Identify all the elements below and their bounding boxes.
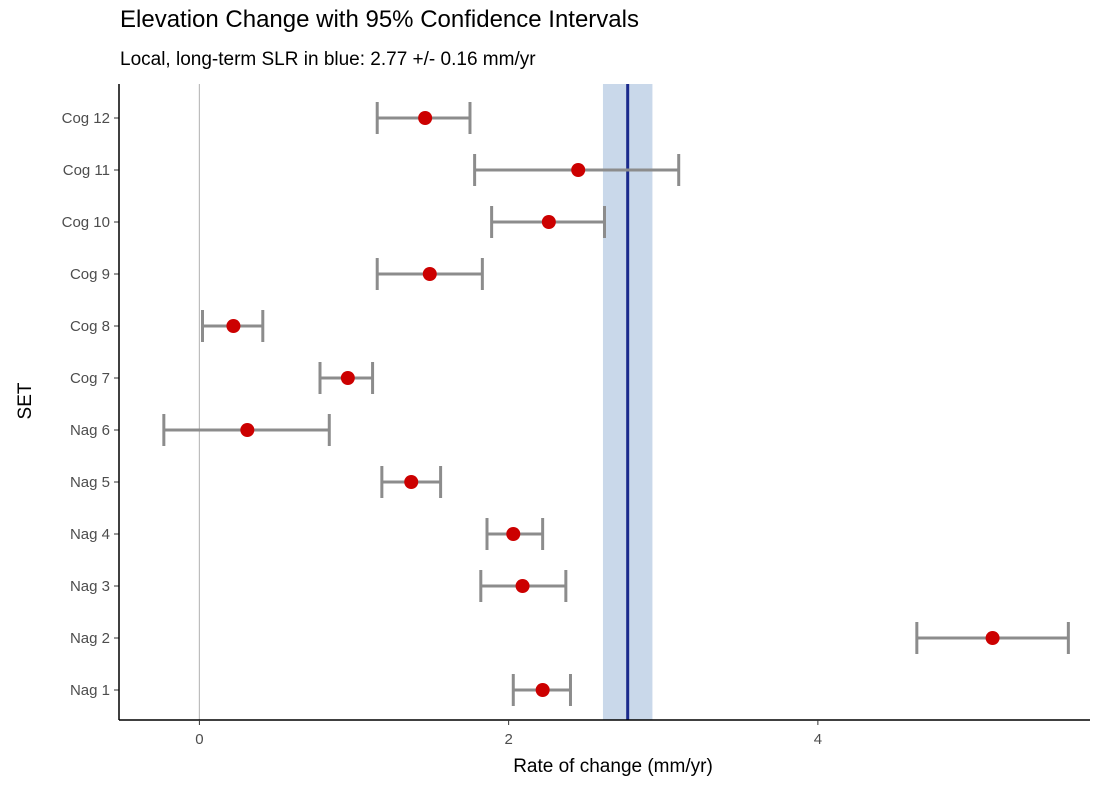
data-point <box>515 579 530 593</box>
data-point <box>340 371 355 385</box>
data-point <box>404 475 419 489</box>
y-tick-label: Cog 12 <box>62 110 110 127</box>
x-tick-label: 4 <box>814 731 822 748</box>
data-point <box>571 163 586 177</box>
y-tick-label: Cog 10 <box>62 214 110 231</box>
y-tick-label: Cog 8 <box>70 318 110 335</box>
y-tick-label: Nag 5 <box>70 474 110 491</box>
data-point <box>240 423 255 437</box>
y-tick-label: Nag 2 <box>70 630 110 647</box>
y-tick-label: Nag 1 <box>70 682 110 699</box>
y-tick-label: Nag 4 <box>70 526 110 543</box>
y-tick-label: Cog 11 <box>63 162 110 179</box>
y-tick-label: Cog 7 <box>70 370 110 387</box>
data-point <box>226 319 241 333</box>
data-point <box>418 111 433 125</box>
data-point <box>541 215 556 229</box>
data-point <box>422 267 437 281</box>
data-point <box>985 631 1000 645</box>
chart-title: Elevation Change with 95% Confidence Int… <box>120 6 639 33</box>
chart-subtitle: Local, long-term SLR in blue: 2.77 +/- 0… <box>120 49 536 70</box>
x-tick-label: 0 <box>195 731 203 748</box>
y-tick-label: Nag 3 <box>70 578 110 595</box>
data-point <box>506 527 521 541</box>
x-tick-label: 2 <box>504 731 512 748</box>
y-tick-label: Nag 6 <box>70 422 110 439</box>
y-tick-label: Cog 9 <box>70 266 110 283</box>
x-axis-label: Rate of change (mm/yr) <box>513 756 713 777</box>
data-point <box>535 683 550 697</box>
